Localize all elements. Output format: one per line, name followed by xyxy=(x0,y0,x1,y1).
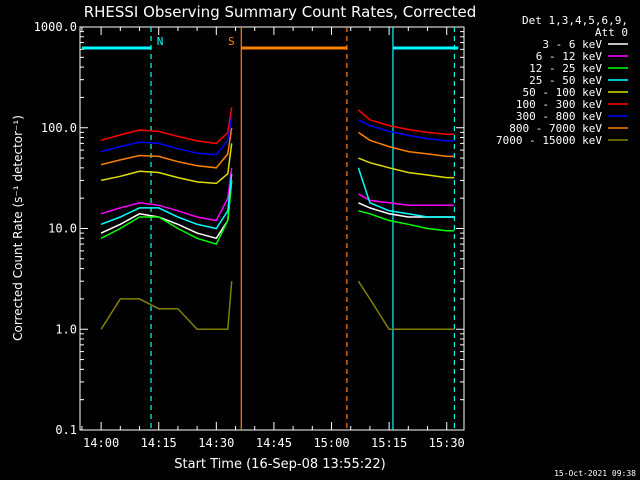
marker-label: N xyxy=(157,35,164,48)
x-tick-label: 14:30 xyxy=(198,436,234,450)
y-tick-label: 1000.0 xyxy=(34,20,77,34)
y-tick-label: 0.1 xyxy=(55,423,77,437)
legend-header: Att 0 xyxy=(595,26,628,39)
legend-header: Det 1,3,4,5,6,9, xyxy=(522,14,628,27)
x-axis-label: Start Time (16-Sep-08 13:55:22) xyxy=(174,457,385,472)
legend-entry: 7000 - 15000 keV xyxy=(496,134,602,147)
x-tick-label: 15:00 xyxy=(313,436,349,450)
y-axis-label: Corrected Count Rate (s⁻¹ detector⁻¹) xyxy=(11,115,25,341)
legend-entry: 50 - 100 keV xyxy=(523,86,603,99)
series-line-800_7000keV xyxy=(357,131,455,158)
series-line-800_7000keV xyxy=(100,127,233,169)
y-tick-label: 1.0 xyxy=(55,322,77,336)
x-tick-label: 14:45 xyxy=(256,436,292,450)
legend-entry: 12 - 25 keV xyxy=(529,62,602,75)
series-line-12_25keV xyxy=(100,180,233,246)
series-line-3_6keV xyxy=(100,180,233,240)
timestamp: 15-Oct-2021 09:38 xyxy=(554,469,636,478)
x-tick-label: 15:15 xyxy=(371,436,407,450)
series-line-6_12keV xyxy=(100,167,233,222)
series-line-7000_15000keV xyxy=(357,280,455,331)
series-line-50_100keV xyxy=(100,143,233,185)
legend-entry: 300 - 800 keV xyxy=(516,110,602,123)
series-line-100_300keV xyxy=(100,107,233,145)
series-line-25_50keV xyxy=(100,173,233,230)
legend-entry: 800 - 7000 keV xyxy=(509,122,602,135)
y-tick-label: 10.0 xyxy=(48,222,77,236)
legend-entry: 100 - 300 keV xyxy=(516,98,602,111)
legend-entry: 25 - 50 keV xyxy=(529,74,602,87)
x-tick-label: 14:00 xyxy=(83,436,119,450)
legend-entry: 6 - 12 keV xyxy=(536,50,603,63)
x-tick-label: 15:30 xyxy=(429,436,465,450)
series-line-7000_15000keV xyxy=(100,281,233,331)
plot-frame xyxy=(79,26,465,431)
marker-label: S xyxy=(228,35,235,48)
series-line-300_800keV xyxy=(358,119,455,142)
series-line-25_50keV xyxy=(357,167,455,218)
series-line-300_800keV xyxy=(100,116,233,156)
x-tick-label: 14:15 xyxy=(141,436,177,450)
y-tick-label: 100.0 xyxy=(41,121,77,135)
series-line-12_25keV xyxy=(358,210,455,232)
series-line-100_300keV xyxy=(357,109,455,136)
chart-title: RHESSI Observing Summary Count Rates, Co… xyxy=(84,3,477,21)
legend-entry: 3 - 6 keV xyxy=(542,38,602,51)
series-line-50_100keV xyxy=(358,157,455,179)
